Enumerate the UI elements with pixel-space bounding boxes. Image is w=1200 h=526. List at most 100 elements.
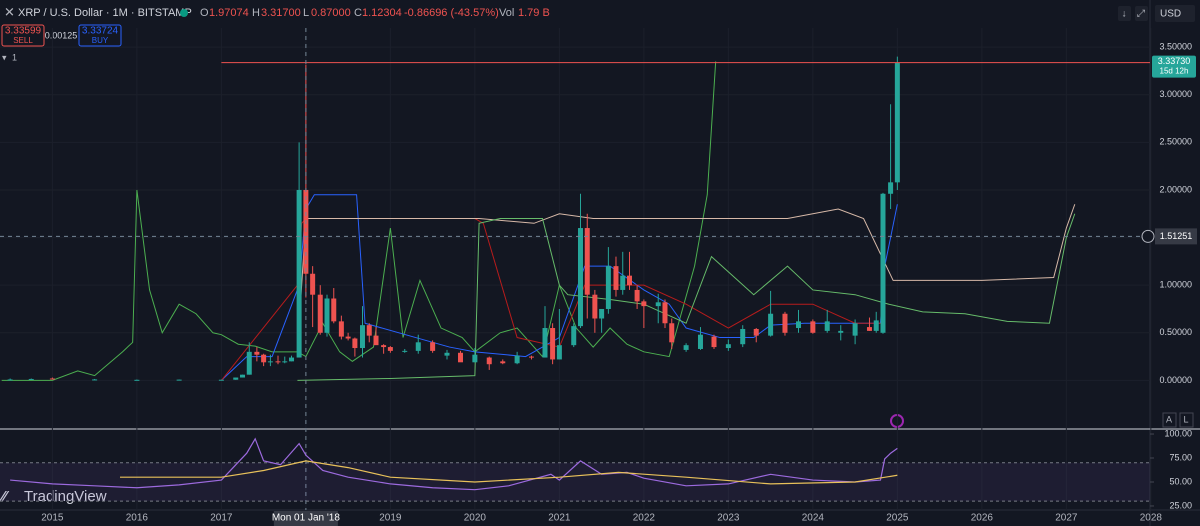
log-label: L: [1183, 414, 1188, 424]
candle-body: [514, 355, 520, 364]
candle-body: [655, 302, 661, 307]
indicator-toggle[interactable]: ▾: [2, 52, 7, 62]
overlay-line: [1, 61, 717, 381]
add-button: [1141, 229, 1155, 243]
ohlc-label: H: [252, 7, 260, 19]
status-dot: [180, 9, 188, 17]
x-tick-label: 2026: [971, 513, 994, 524]
candle-body: [352, 338, 358, 349]
candle-body: [472, 354, 478, 363]
candle-body: [387, 347, 393, 351]
candle-body: [373, 335, 379, 346]
log-button[interactable]: [1179, 412, 1194, 428]
sell-label: SELL: [13, 36, 33, 45]
candle-body: [605, 266, 611, 309]
x-tick-label: 2028: [1140, 513, 1163, 524]
candle-body: [613, 266, 619, 290]
candle-body: [852, 323, 858, 336]
candle-body: [310, 273, 316, 295]
countdown: 15d 12h: [1160, 67, 1189, 76]
close-icon[interactable]: ✕: [4, 4, 15, 19]
y-tick-label: 75.00: [1169, 452, 1192, 462]
x-tick-label: Mon 01 Jan '18: [272, 513, 341, 524]
vol-label: Vol: [499, 7, 514, 19]
x-tick-label: 2016: [126, 513, 149, 524]
candle-body: [7, 379, 13, 381]
candle-body: [444, 352, 450, 356]
plot: 0.000000.500001.000001.500002.000002.500…: [0, 28, 1197, 526]
candle-body: [359, 325, 365, 349]
symbol[interactable]: XRP / U.S. Dollar · 1M · BITSTAMP: [18, 7, 192, 19]
candle-body: [795, 321, 801, 329]
candle-body: [289, 357, 295, 362]
candle-body: [592, 294, 598, 319]
candle-body: [240, 374, 246, 378]
candle-body: [331, 298, 337, 322]
crosshair-price: 1.51251: [1160, 231, 1193, 241]
download-button[interactable]: [1118, 6, 1131, 21]
x-tick-label: 2021: [548, 513, 571, 524]
sell-button[interactable]: [1, 24, 45, 47]
candle-body: [430, 342, 436, 351]
crosshair-price-box: [1155, 228, 1197, 245]
candle-body: [894, 62, 900, 183]
candle-body: [402, 350, 408, 352]
candle-body: [233, 377, 239, 380]
expand-button[interactable]: [1135, 6, 1148, 21]
candle-body: [267, 361, 273, 363]
x-tick-label: 2017: [210, 513, 233, 524]
y-tick-label: 2.50000: [1159, 137, 1192, 147]
candle-body: [711, 336, 717, 348]
candle-body: [641, 301, 647, 307]
currency-button[interactable]: [1155, 5, 1195, 22]
candle-body: [458, 352, 464, 363]
candle-body: [246, 351, 252, 375]
candle-body: [275, 361, 281, 363]
x-tick-label: 2023: [717, 513, 740, 524]
candle-body: [768, 313, 774, 336]
x-tick-label: 2022: [633, 513, 656, 524]
rsi-band: [0, 462, 1150, 502]
candle-body: [824, 321, 830, 331]
y-tick-label: 3.00000: [1159, 89, 1192, 99]
candle-body: [282, 361, 288, 363]
volume: 1.79 B: [518, 7, 550, 19]
candle-body: [740, 328, 746, 345]
candle-body: [838, 330, 844, 333]
expand-icon: ⤢: [1137, 9, 1145, 20]
buy-label: BUY: [92, 36, 109, 45]
x-tick-label: 2015: [41, 513, 64, 524]
candle-body: [634, 289, 640, 302]
download-icon: ↓: [1122, 9, 1127, 20]
auto-button[interactable]: [1162, 412, 1177, 428]
candle-body: [254, 351, 260, 355]
candle-body: [92, 379, 98, 381]
candle-body: [782, 313, 788, 333]
x-tick-label: 2027: [1055, 513, 1078, 524]
auto-label: A: [1166, 414, 1172, 424]
buy-price: 3.33724: [82, 26, 119, 37]
x-tick-label: 2019: [379, 513, 402, 524]
candle-body: [662, 302, 668, 324]
overlay-line: [296, 204, 1076, 352]
candle-body: [317, 294, 323, 333]
currency: USD: [1160, 9, 1181, 20]
sell-price: 3.33599: [5, 26, 42, 37]
indicator-count[interactable]: 1: [12, 52, 17, 62]
y-tick-label: 25.00: [1169, 500, 1192, 510]
candle-body: [338, 321, 344, 337]
last-price: 3.33730: [1158, 56, 1191, 66]
candle-body: [669, 323, 675, 343]
candle-body: [620, 275, 626, 290]
candle-body: [550, 328, 556, 360]
candle-body: [345, 336, 351, 339]
candle-body: [218, 379, 224, 381]
candle-body: [866, 327, 872, 331]
candle-body: [28, 378, 34, 380]
candle-body: [49, 378, 55, 380]
buy-button[interactable]: [78, 24, 122, 47]
ohlc-value: 1.97074: [209, 7, 249, 19]
candle-body: [888, 182, 894, 194]
candle-body: [176, 379, 182, 381]
